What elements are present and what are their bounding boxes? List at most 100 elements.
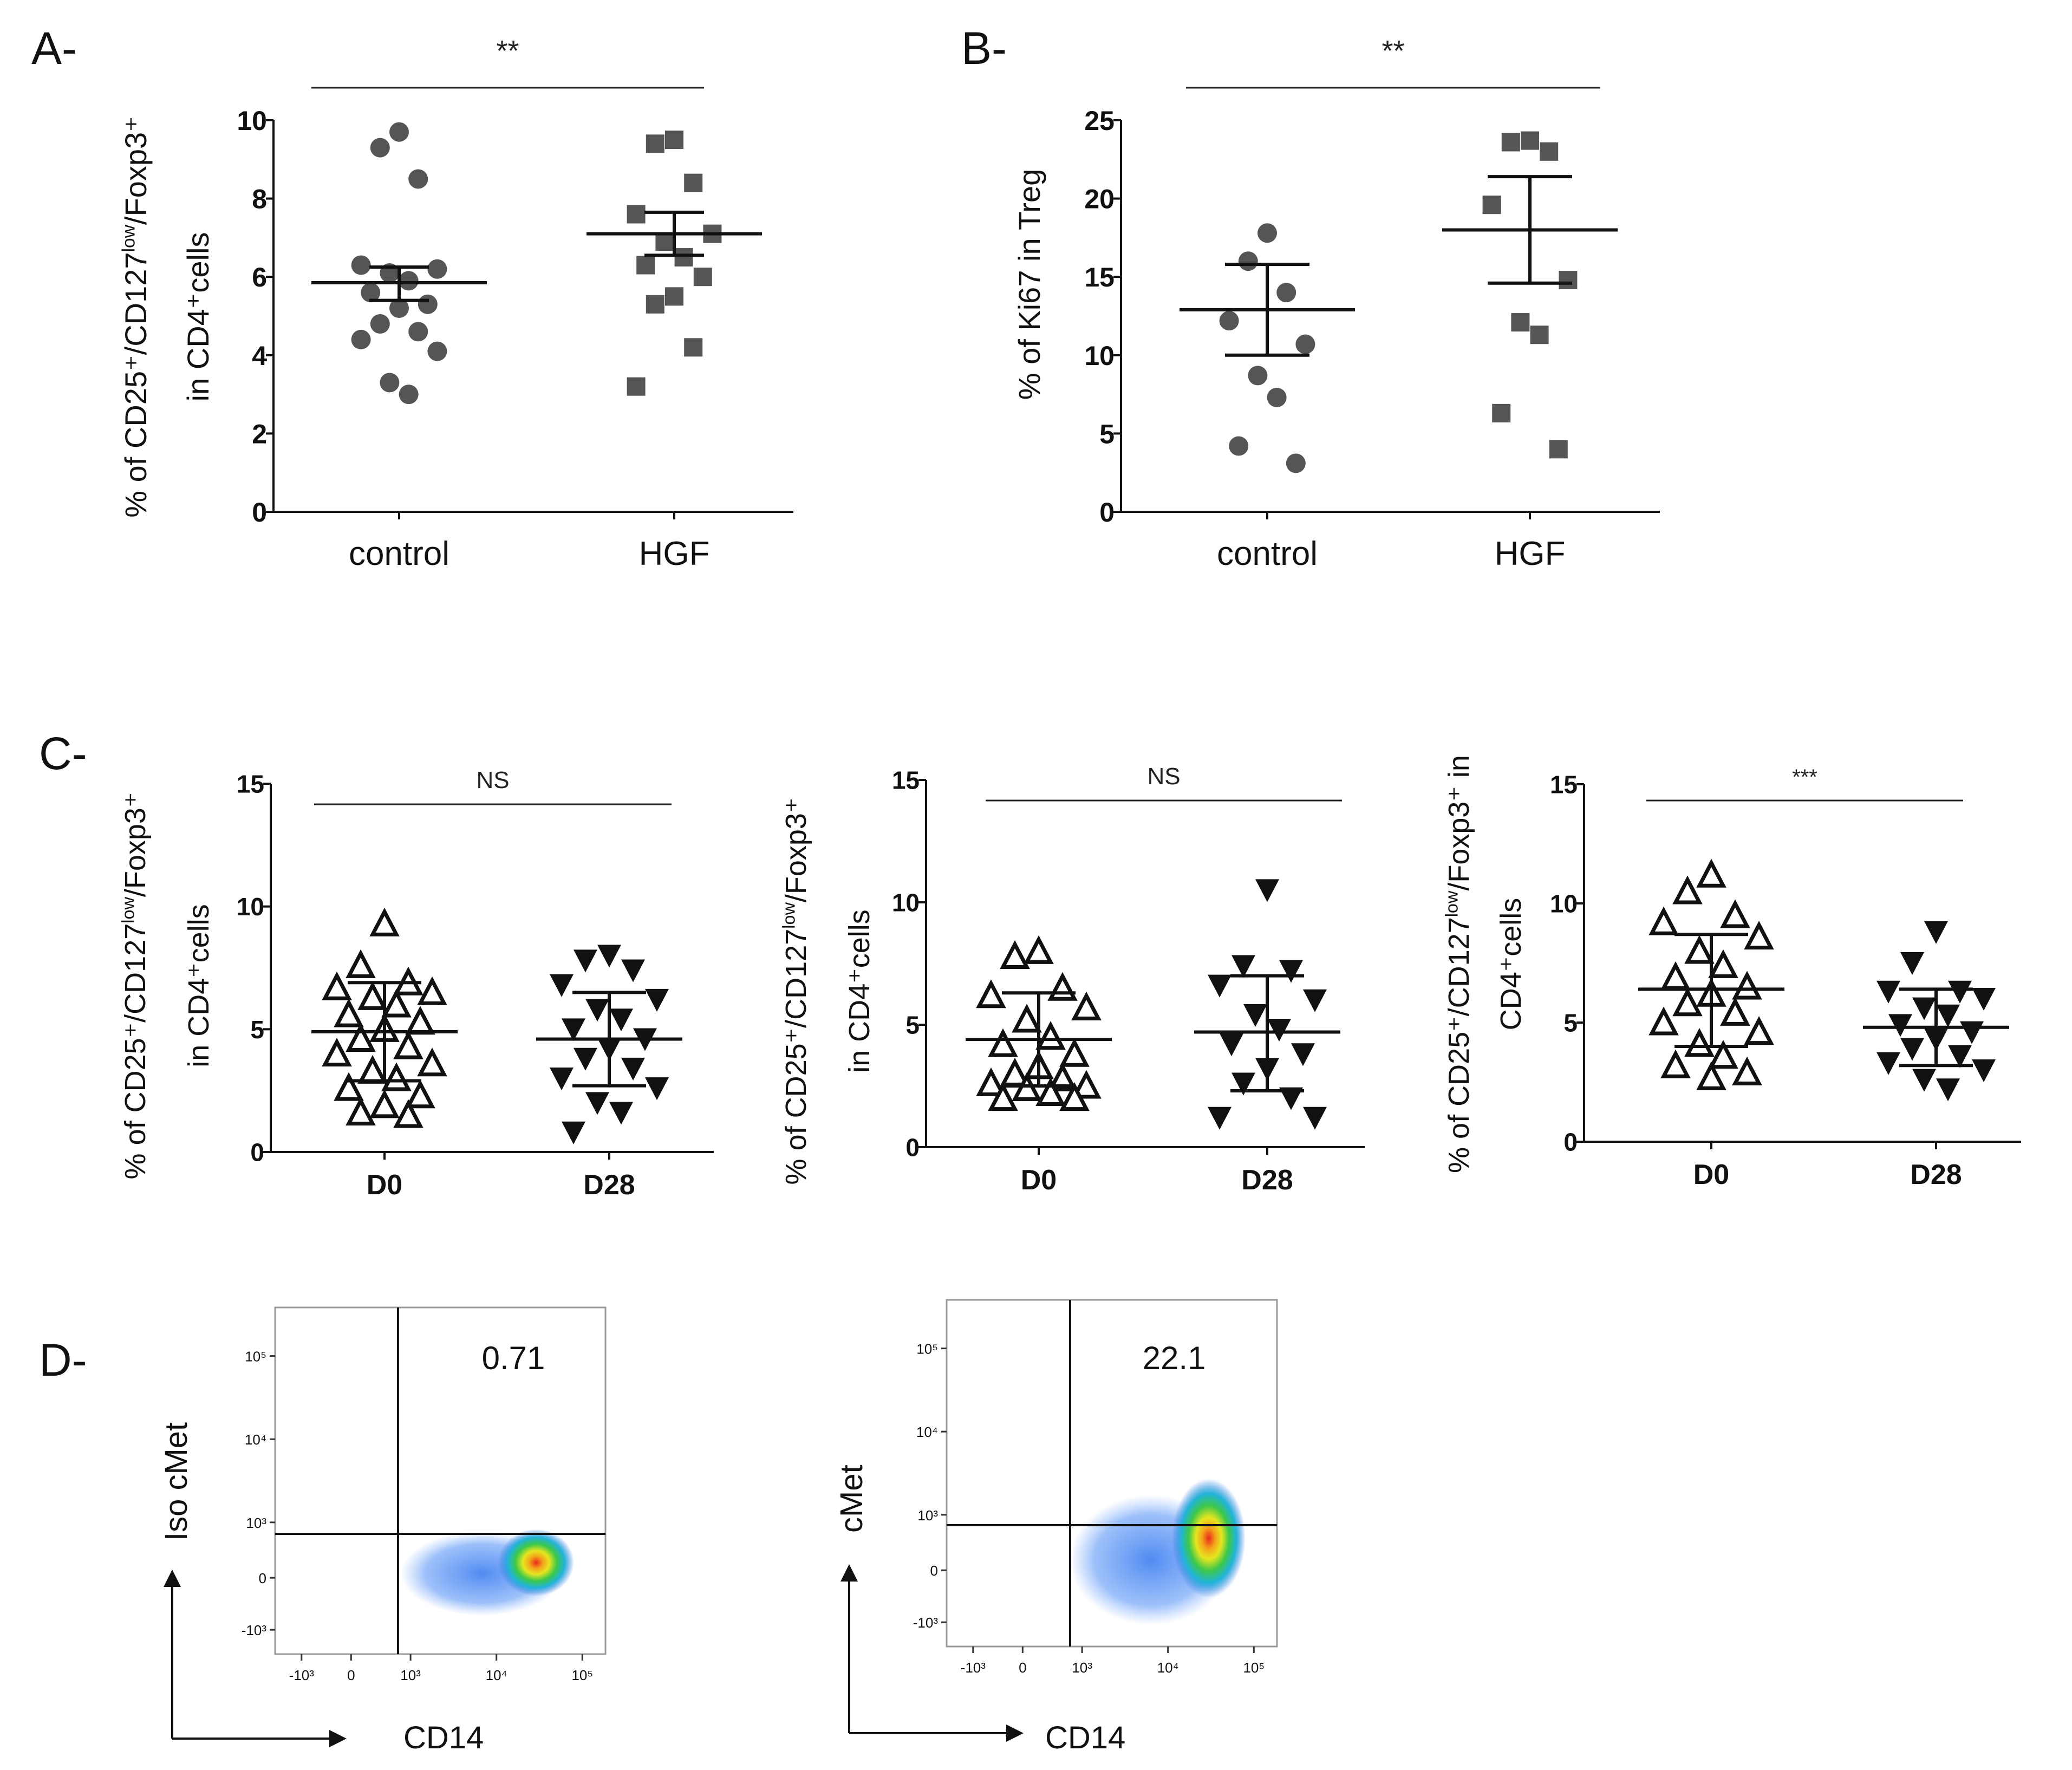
y-tick-label: 8	[252, 184, 267, 214]
chart-c1-d0-vs-d28: 0 5 10 15 D0 D28 NS % of CD25⁺/CD127low/Foxp3⁺ i…	[118, 767, 714, 1201]
data-point-triangle-down	[609, 1008, 633, 1032]
data-point-triangle-up	[1744, 921, 1774, 950]
panel-label-b: B-	[961, 23, 1007, 74]
x-category-label: HGF	[1495, 535, 1566, 572]
data-point-triangle-up	[1696, 858, 1726, 888]
data-point-triangle-down	[1972, 1059, 1996, 1082]
y-tick-label: 0	[252, 497, 267, 528]
y-tick-label: 0	[259, 1570, 266, 1586]
data-point-triangle-down	[550, 1068, 574, 1090]
data-point-triangle-down	[1972, 988, 1996, 1011]
x-tick-label: 10⁵	[1243, 1660, 1265, 1676]
data-point-triangle-down	[621, 959, 645, 982]
chart-c2-d0-vs-d28: 0 5 10 15 D0 D28 NS % of CD25⁺/CD127low/Foxp3⁺ i…	[779, 763, 1365, 1196]
data-point-triangle-up	[1047, 1062, 1078, 1091]
panel-label-a: A-	[31, 23, 77, 74]
data-point-circle	[389, 298, 409, 318]
data-point-triangle-down	[1267, 1019, 1291, 1042]
data-point-square	[627, 377, 646, 396]
y-tick-label: 2	[252, 419, 267, 449]
data-point-square	[674, 248, 693, 267]
significance-label: **	[496, 35, 519, 67]
data-point-triangle-up	[369, 1089, 400, 1118]
data-point-square	[1559, 270, 1578, 289]
gate-percentage: 0.71	[482, 1340, 545, 1376]
y-axis-label-line1: % of CD25⁺/CD127low/Foxp3⁺	[119, 116, 153, 517]
data-point-triangle-down	[574, 949, 597, 973]
flow-axis-ticks: 10⁵ 10⁴ 10³ 0 -10³ -10³ 0 10³ 10⁴ 10⁵	[242, 1349, 593, 1683]
flow-axis-ticks: 10⁵ 10⁴ 10³ 0 -10³ -10³ 0 10³ 10⁴ 10⁵	[913, 1341, 1265, 1676]
data-point-triangle-up	[405, 1006, 435, 1035]
data-point-triangle-down	[1255, 879, 1279, 902]
y-axis-label-line1: % of CD25⁺/CD127low/Foxp3⁺	[118, 792, 152, 1180]
chart-b-ki67-control-vs-hgf: 0 5 10 15 20 25 control HGF ** % of Ki67 in Treg	[1012, 35, 1660, 572]
data-point-circle	[418, 294, 438, 314]
y-arrow-head	[164, 1570, 181, 1587]
y-tick-label: 10³	[917, 1507, 938, 1524]
significance-label: NS	[476, 767, 509, 793]
data-point-triangle-down	[562, 1121, 585, 1144]
data-point-square	[1501, 133, 1520, 152]
data-point-triangle-down	[1948, 980, 1972, 1004]
y-tick-label: 5	[1099, 419, 1115, 449]
y-tick-label: -10³	[242, 1622, 267, 1638]
data-point-triangle-up	[1708, 949, 1738, 978]
data-point-triangle-down	[609, 1102, 633, 1125]
data-point-square	[684, 173, 703, 192]
x-tick-label: 10⁴	[1157, 1660, 1179, 1676]
data-point-circle	[370, 314, 390, 334]
significance-label: **	[1382, 35, 1404, 67]
data-point-triangle-down	[1900, 952, 1924, 975]
data-point-triangle-up	[1672, 875, 1703, 904]
y-tick-label: 15	[892, 766, 920, 795]
data-point-triangle-up	[1024, 935, 1054, 964]
x-category-label: D28	[583, 1169, 635, 1201]
data-point-triangle-down	[621, 1057, 645, 1081]
y-tick-label: 0	[250, 1138, 264, 1167]
data-point-circle	[1248, 366, 1268, 386]
data-point-triangle-up	[1732, 1056, 1762, 1085]
data-point-triangle-up	[1649, 1006, 1679, 1036]
chart-a-treg-control-vs-hgf: 0 2 4 6 8 10 control HGF ** % of CD25⁺/CD127low/F…	[119, 35, 793, 572]
data-point-triangle-up	[1047, 972, 1078, 1001]
data-point-circle	[351, 255, 371, 275]
data-point-triangle-up	[1059, 1082, 1090, 1111]
data-point-triangle-up	[357, 981, 388, 1010]
data-point-circle	[1267, 387, 1287, 407]
x-tick-label: 10³	[400, 1667, 421, 1683]
data-point-triangle-up	[381, 988, 412, 1018]
y-axis-label-line2: in CD4⁺cells	[181, 232, 215, 402]
data-point-triangle-down	[1912, 997, 1936, 1020]
data-point-circle	[427, 259, 447, 279]
data-point-circle	[427, 341, 447, 361]
data-point-triangle-up	[1720, 899, 1750, 928]
x-category-label: control	[1217, 535, 1318, 572]
significance-label: NS	[1147, 763, 1180, 790]
data-point-triangle-up	[1059, 1038, 1090, 1067]
data-point-triangle-down	[1232, 1072, 1255, 1096]
data-point-triangle-up	[1708, 1040, 1738, 1069]
data-point-triangle-up	[322, 971, 352, 1000]
x-category-label: D28	[1241, 1164, 1293, 1196]
data-point-triangle-down	[597, 945, 621, 968]
y-axis-label-line2: CD4⁺cells	[1495, 898, 1527, 1031]
x-tick-label: -10³	[289, 1667, 315, 1683]
data-point-triangle-up	[988, 1028, 1018, 1057]
data-point-circle	[1276, 283, 1296, 303]
data-point-triangle-down	[562, 1018, 585, 1042]
data-point-triangle-down	[585, 999, 609, 1022]
y-axis-label-line2: in CD4⁺cells	[183, 904, 215, 1068]
flow-plot-iso-cmet: 0.71 10⁵ 10⁴ 10³ 0 -10³ -10³ 0 10³ 10⁴ 10⁵ CD14 I…	[159, 1306, 607, 1755]
data-point-triangle-down	[550, 974, 574, 997]
data-point-square	[636, 256, 655, 275]
y-axis-label: % of Ki67 in Treg	[1012, 169, 1046, 400]
data-point-circle	[1257, 223, 1277, 243]
x-category-label: control	[349, 535, 449, 572]
data-point-square	[627, 205, 646, 224]
x-tick-label: 10⁵	[571, 1667, 593, 1683]
data-point-triangle-up	[1035, 1077, 1066, 1107]
data-point-triangle-up	[334, 998, 364, 1027]
data-point-triangle-up	[393, 1030, 423, 1059]
x-category-label: D28	[1910, 1159, 1962, 1190]
